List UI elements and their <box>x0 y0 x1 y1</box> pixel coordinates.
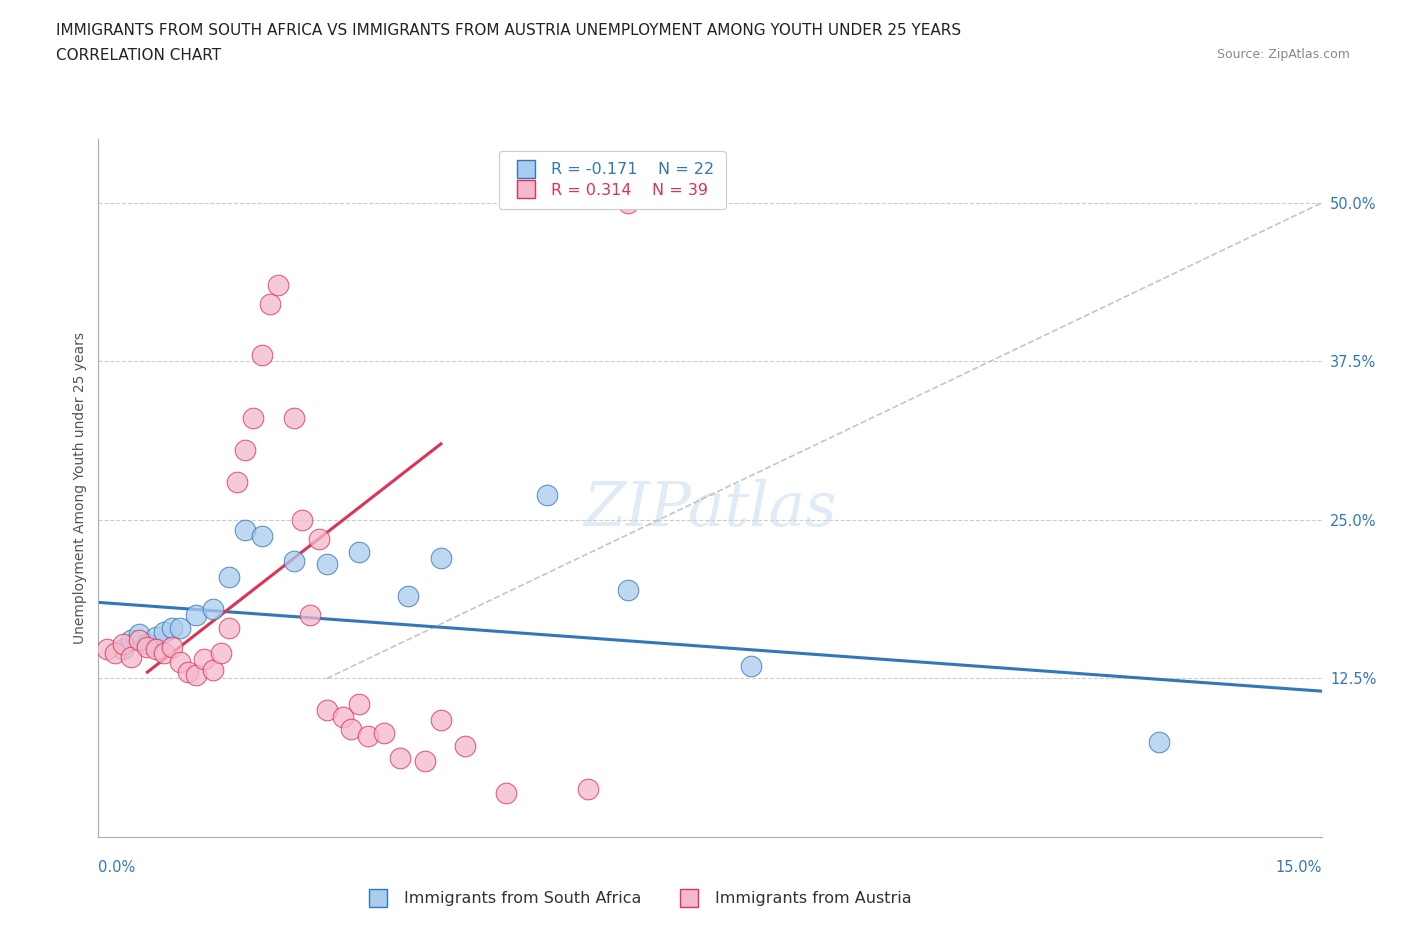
Point <box>356 728 378 743</box>
Point <box>218 569 240 584</box>
Point <box>349 544 371 559</box>
Point <box>96 642 118 657</box>
Point <box>201 602 224 617</box>
Point <box>177 665 200 680</box>
Point <box>315 557 337 572</box>
Point <box>373 725 395 740</box>
Text: 15.0%: 15.0% <box>1275 860 1322 875</box>
Point <box>283 411 305 426</box>
Point <box>128 627 150 642</box>
Point <box>169 620 191 635</box>
Legend: Immigrants from South Africa, Immigrants from Austria: Immigrants from South Africa, Immigrants… <box>356 885 918 912</box>
Point <box>128 633 150 648</box>
Point <box>340 722 363 737</box>
Point <box>242 411 264 426</box>
Point <box>308 532 330 547</box>
Point <box>145 630 167 644</box>
Point <box>218 620 240 635</box>
Point <box>233 523 256 538</box>
Point <box>536 487 558 502</box>
Point <box>120 649 142 664</box>
Text: CORRELATION CHART: CORRELATION CHART <box>56 48 221 63</box>
Point <box>111 642 134 657</box>
Point <box>267 278 290 293</box>
Point <box>233 443 256 458</box>
Point <box>283 553 305 568</box>
Point <box>186 667 208 682</box>
Point <box>226 474 249 489</box>
Point <box>152 624 174 639</box>
Point <box>104 645 127 660</box>
Point <box>617 582 640 597</box>
Point <box>617 195 640 210</box>
Point <box>136 639 159 654</box>
Point <box>413 753 436 768</box>
Point <box>430 713 453 728</box>
Point <box>193 652 215 667</box>
Point <box>160 639 183 654</box>
Text: Source: ZipAtlas.com: Source: ZipAtlas.com <box>1216 48 1350 61</box>
Point <box>332 709 354 724</box>
Point <box>259 297 281 312</box>
Point <box>495 785 517 800</box>
Point <box>145 642 167 657</box>
Point <box>136 637 159 652</box>
Point <box>209 645 232 660</box>
Point <box>396 589 419 604</box>
Point <box>1147 735 1170 750</box>
Point <box>389 751 412 765</box>
Point <box>160 620 183 635</box>
Text: IMMIGRANTS FROM SOUTH AFRICA VS IMMIGRANTS FROM AUSTRIA UNEMPLOYMENT AMONG YOUTH: IMMIGRANTS FROM SOUTH AFRICA VS IMMIGRAN… <box>56 23 962 38</box>
Point <box>454 738 477 753</box>
Point <box>315 703 337 718</box>
Text: ZIPatlas: ZIPatlas <box>583 479 837 539</box>
Point <box>201 662 224 677</box>
Point <box>111 637 134 652</box>
Point <box>299 607 322 622</box>
Point <box>740 658 762 673</box>
Point <box>291 512 314 527</box>
Y-axis label: Unemployment Among Youth under 25 years: Unemployment Among Youth under 25 years <box>73 332 87 644</box>
Point <box>430 551 453 565</box>
Point <box>250 529 273 544</box>
Point <box>349 697 371 711</box>
Point <box>250 348 273 363</box>
Point <box>186 607 208 622</box>
Text: 0.0%: 0.0% <box>98 860 135 875</box>
Point <box>120 633 142 648</box>
Point <box>576 781 599 796</box>
Point <box>169 655 191 670</box>
Point <box>152 645 174 660</box>
